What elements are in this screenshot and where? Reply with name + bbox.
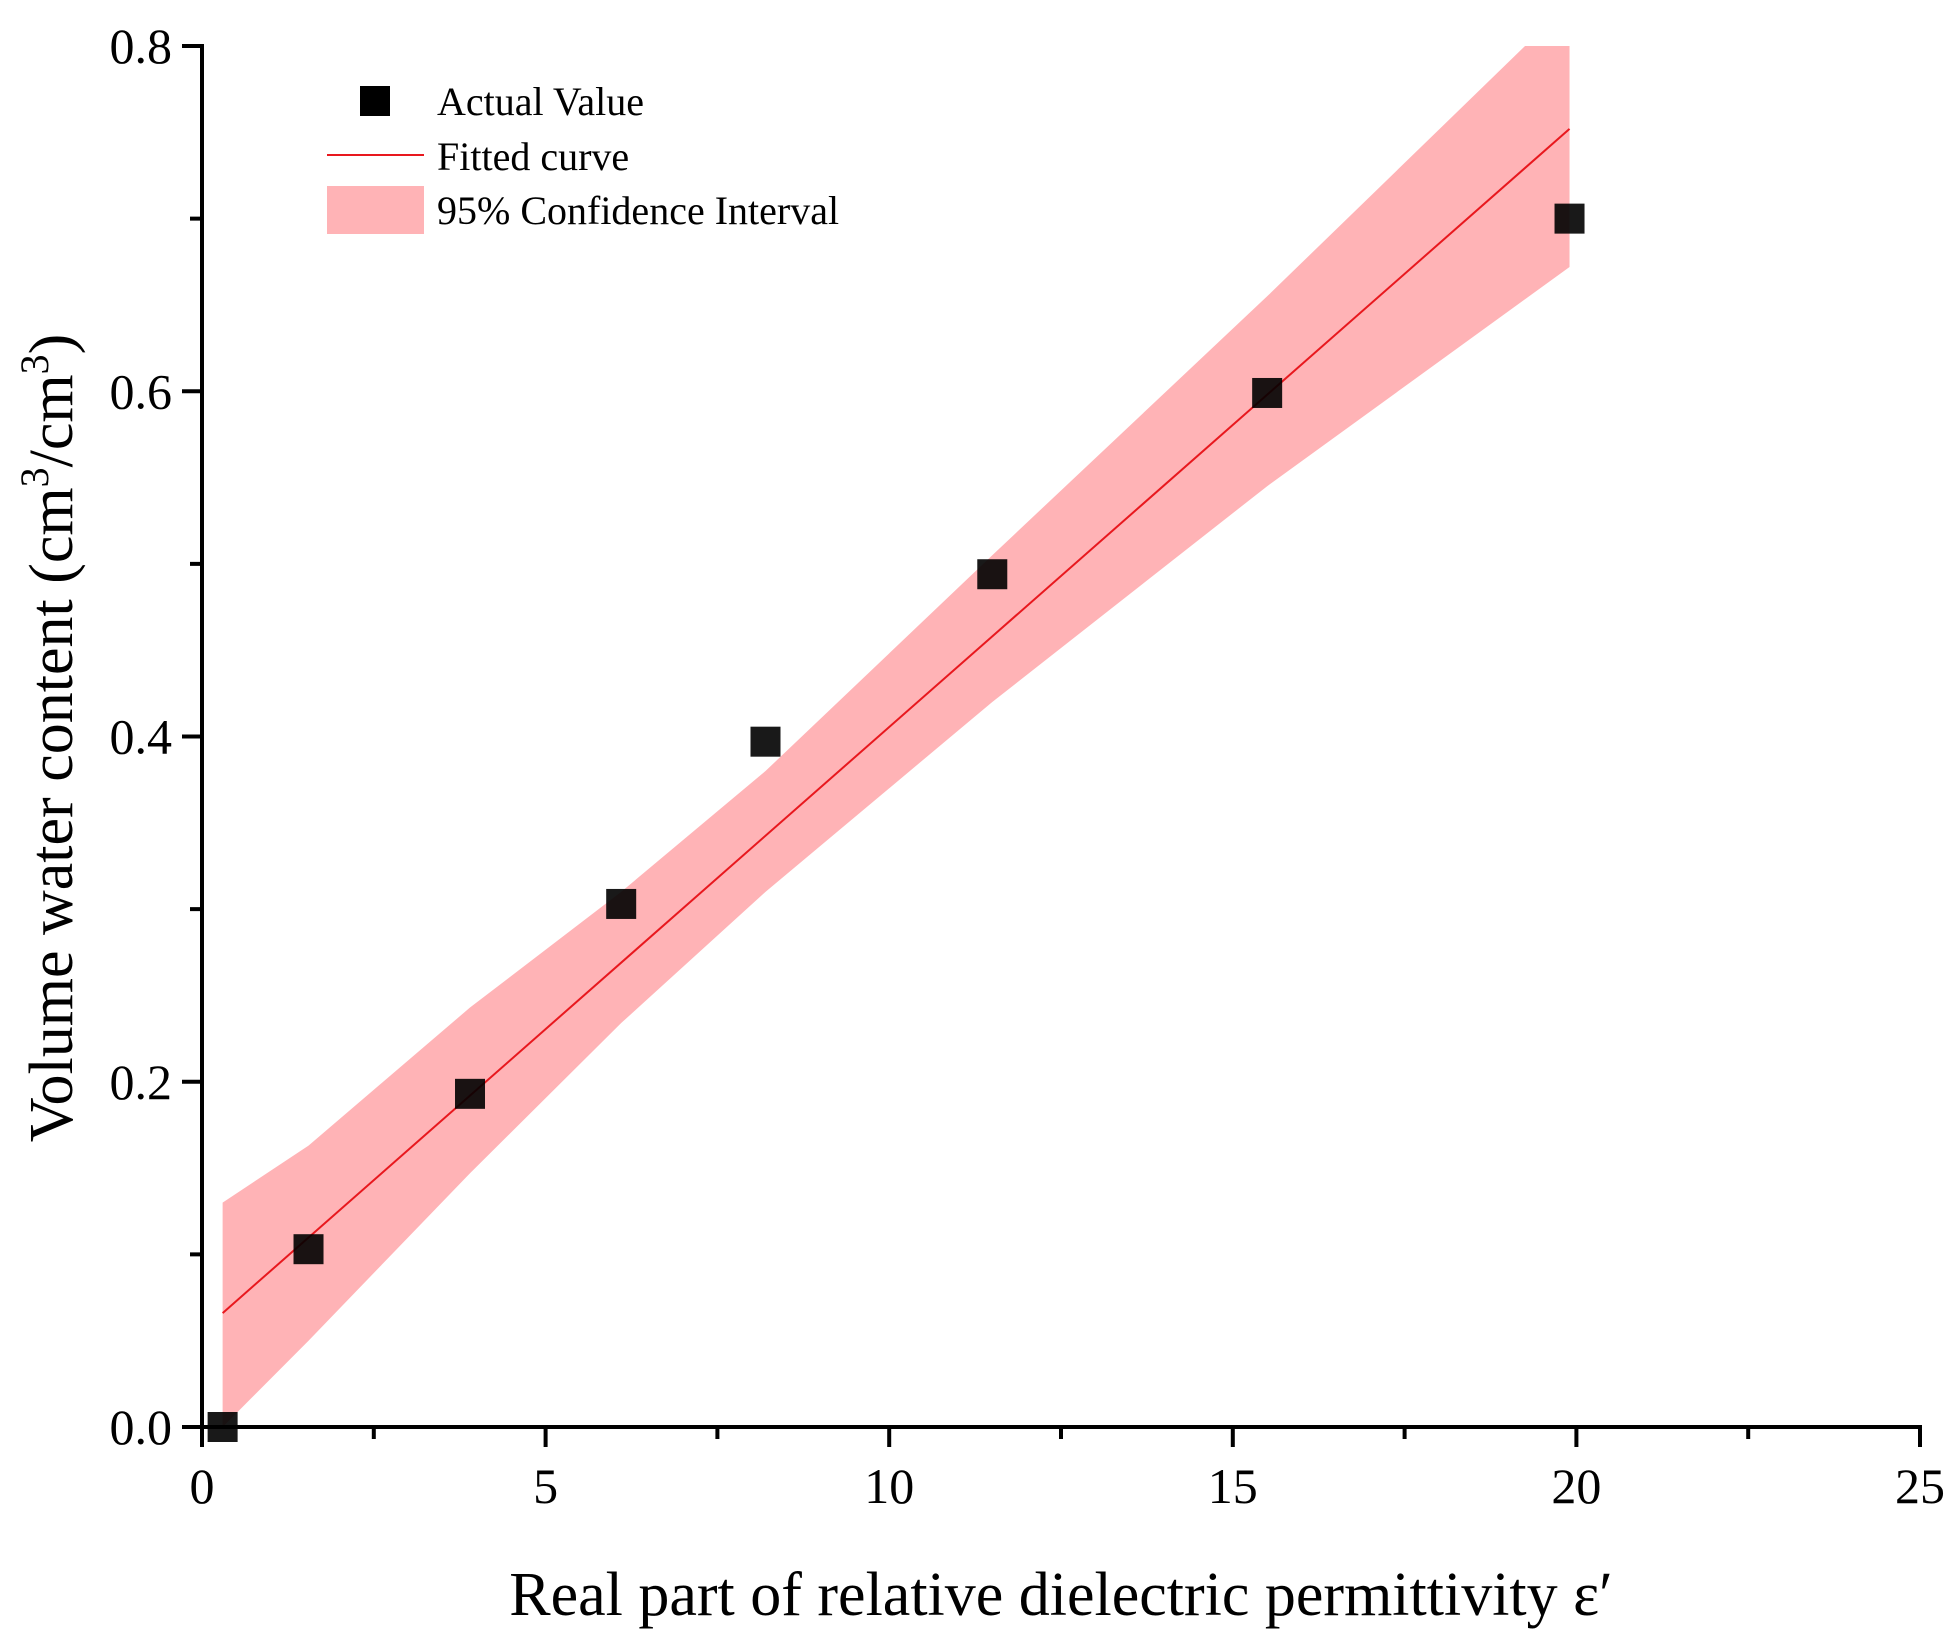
y-ticks: 0.0 0.2 0.4 0.6 0.8 <box>110 18 202 1455</box>
data-point <box>1554 203 1585 234</box>
x-tick-label: 5 <box>533 1458 558 1514</box>
x-tick-label: 25 <box>1895 1458 1945 1514</box>
data-point <box>750 726 781 757</box>
y-axis-title-sup-2: 3 <box>12 354 57 374</box>
x-tick-label: 15 <box>1208 1458 1258 1514</box>
y-tick-label: 0.0 <box>110 1399 173 1455</box>
legend: Actual Value Fitted curve 95% Confidence… <box>327 79 839 234</box>
x-tick-label: 10 <box>864 1458 914 1514</box>
legend-label-confidence-interval: 95% Confidence Interval <box>437 188 839 233</box>
legend-label-actual-value: Actual Value <box>437 79 644 124</box>
fitted-curve-line <box>221 128 1571 1314</box>
y-axis-title-end: ) <box>18 334 86 355</box>
data-point <box>977 559 1008 590</box>
y-tick-label: 0.6 <box>110 363 173 419</box>
legend-label-fitted-curve: Fitted curve <box>437 134 629 179</box>
actual-value-points <box>207 203 1585 1442</box>
x-ticks: 0 5 10 15 20 25 <box>190 1427 1945 1514</box>
confidence-interval-band <box>222 46 1570 1427</box>
data-point <box>606 888 637 919</box>
data-point <box>1252 377 1283 408</box>
y-axis-title: Volume water content (cm3/cm3) <box>12 334 86 1142</box>
legend-marker-actual-value <box>360 86 390 116</box>
x-axis-title: Real part of relative dielectric permitt… <box>509 1561 1613 1629</box>
data-point <box>293 1234 324 1265</box>
y-tick-label: 0.2 <box>110 1054 173 1110</box>
y-tick-label: 0.8 <box>110 18 173 74</box>
y-axis-title-mid: /cm <box>18 374 86 467</box>
x-tick-label: 20 <box>1551 1458 1601 1514</box>
y-axis-title-sup-1: 3 <box>12 467 57 487</box>
data-point <box>455 1078 486 1109</box>
x-tick-label: 0 <box>190 1458 215 1514</box>
y-axis-title-main: Volume water content (cm <box>18 487 86 1142</box>
legend-marker-confidence-interval <box>327 186 424 234</box>
plot-area <box>221 46 1571 1427</box>
axes <box>200 44 1922 1429</box>
y-tick-label: 0.4 <box>110 709 173 765</box>
